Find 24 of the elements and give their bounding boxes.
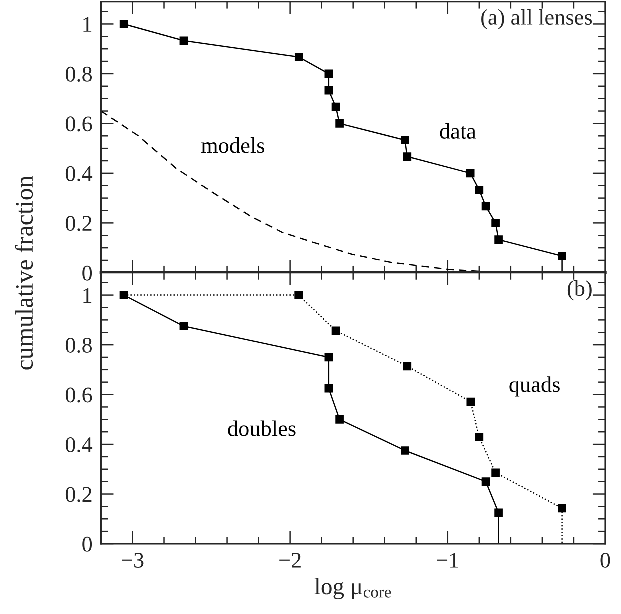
y-tick-label: 0.6 — [66, 116, 92, 132]
series-label: models — [202, 138, 264, 154]
y-tick-label: 0.8 — [66, 66, 92, 82]
series-label: doubles — [228, 420, 296, 436]
y-tick-label: 0.4 — [66, 166, 93, 182]
y-tick-label: 0.8 — [66, 338, 92, 354]
x-tick-label: −2 — [280, 553, 301, 568]
x-tick-label: 0 — [600, 552, 610, 568]
y-tick-label: 0 — [82, 536, 92, 552]
y-tick-label: 0.4 — [66, 437, 93, 453]
annotation: (b) — [568, 280, 592, 301]
series-label: data — [440, 123, 476, 139]
y-axis-title: cumulative fraction — [15, 176, 34, 370]
y-tick-label: 0.2 — [66, 216, 92, 232]
x-tick-label: −3 — [122, 553, 144, 568]
y-tick-label: 0.6 — [66, 388, 92, 403]
y-tick-label: 1 — [84, 17, 92, 32]
y-tick-label: 1 — [84, 288, 92, 304]
x-tick-label: −1 — [437, 553, 458, 568]
y-tick-label: 0 — [82, 266, 92, 281]
y-tick-label: 0.2 — [66, 487, 92, 502]
x-axis-title: log μ$_{core}$ — [314, 578, 392, 600]
annotation: (a) all lenses — [482, 9, 592, 30]
series-label: quads — [510, 376, 560, 397]
